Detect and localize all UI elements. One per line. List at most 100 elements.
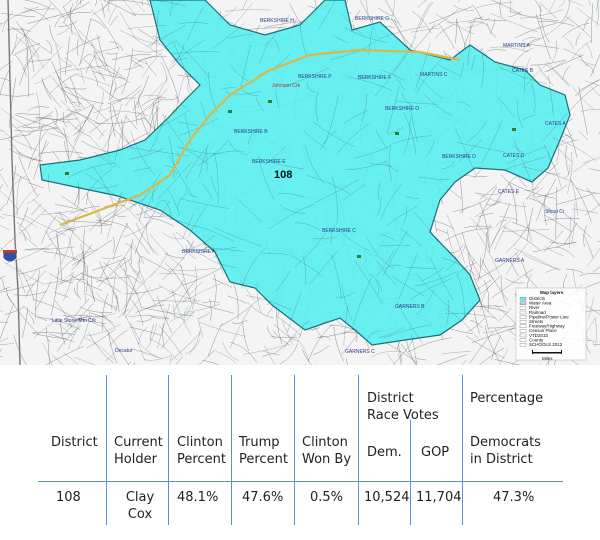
street-line: [275, 89, 280, 108]
street-line: [113, 213, 126, 217]
street-line: [171, 289, 192, 336]
header-clinton-won-by-line1: Clinton: [302, 435, 348, 450]
street-line: [183, 305, 189, 322]
district-108-shape[interactable]: [39, 0, 571, 346]
street-line: [45, 278, 87, 285]
street-line: [135, 88, 168, 118]
street-line: [148, 82, 164, 99]
street-line: [89, 136, 111, 158]
street-line: [467, 21, 472, 67]
street-line: [69, 75, 81, 108]
street-line: [380, 183, 403, 221]
street-line: [594, 317, 597, 347]
street-line: [463, 244, 495, 280]
street-line: [58, 65, 108, 73]
street-line: [271, 336, 298, 339]
street-line: [546, 60, 571, 86]
street-line: [311, 320, 328, 332]
street-line: [0, 356, 3, 358]
street-line: [185, 244, 196, 259]
street-line: [487, 49, 507, 51]
street-line: [167, 188, 181, 216]
street-line: [233, 3, 253, 26]
column-divider: [410, 420, 411, 525]
street-line: [273, 323, 299, 342]
street-line: [80, 69, 85, 84]
street-line: [125, 53, 147, 65]
street-line: [142, 204, 165, 216]
street-line: [185, 234, 216, 252]
street-line: [563, 48, 582, 58]
street-line: [133, 362, 135, 365]
street-line: [48, 0, 66, 20]
street-line: [557, 139, 580, 147]
street-line: [93, 167, 114, 204]
street-line: [175, 94, 187, 108]
street-line: [83, 59, 106, 80]
street-line: [502, 156, 546, 171]
street-line: [365, 0, 369, 20]
street-line: [466, 17, 490, 29]
street-line: [165, 263, 189, 295]
street-line: [477, 257, 482, 282]
street-line: [243, 344, 287, 355]
street-line: [57, 25, 73, 36]
street-line: [505, 222, 531, 253]
street-line: [8, 77, 17, 128]
street-line: [32, 299, 76, 319]
area-labels: BERKSHIRE P BERKSHIRE F BERKSHIRE E BERK…: [182, 16, 566, 355]
street-line: [124, 115, 138, 130]
street-line: [79, 306, 113, 313]
street-line: [583, 16, 591, 31]
street-line: [78, 29, 106, 60]
street-line: [428, 6, 473, 25]
street-line: [506, 242, 529, 275]
street-line: [22, 305, 48, 322]
street-line: [158, 325, 183, 356]
street-line: [4, 306, 25, 315]
street-line: [149, 114, 167, 151]
street-line: [41, 77, 52, 100]
street-line: [15, 54, 27, 77]
street-line: [393, 338, 414, 365]
street-line: [456, 262, 477, 276]
street-line: [177, 43, 210, 78]
street-line: [168, 279, 184, 295]
street-line: [173, 42, 189, 81]
street-line: [26, 48, 29, 98]
street-line: [198, 143, 209, 178]
street-line: [479, 347, 505, 365]
street-line: [225, 91, 261, 95]
street-line: [369, 163, 393, 167]
header-pct-democrats: Democrats in District: [470, 434, 541, 468]
street-line: [142, 307, 194, 317]
street-line: [198, 312, 210, 320]
street-line: [156, 304, 170, 349]
street-line: [501, 229, 550, 233]
street-line: [565, 268, 584, 274]
street-line: [86, 328, 116, 349]
street-line: [479, 202, 490, 253]
street-line: [482, 324, 508, 334]
street-line: [274, 334, 297, 354]
street-line: [169, 355, 172, 365]
street-line: [353, 145, 391, 159]
legend-item: Streets: [529, 319, 544, 324]
street-line: [93, 151, 116, 169]
street-line: [127, 259, 139, 276]
street-line: [73, 124, 82, 136]
street-line: [181, 246, 209, 252]
street-line: [522, 114, 536, 120]
street-line: [471, 4, 482, 21]
street-line: [132, 75, 149, 112]
street-line: [509, 0, 511, 13]
street-line: [84, 172, 123, 203]
street-line: [549, 0, 556, 12]
street-line: [184, 301, 194, 318]
street-line: [307, 82, 316, 94]
street-line: [407, 337, 453, 353]
street-line: [23, 58, 31, 71]
street-line: [63, 0, 72, 8]
street-line: [440, 161, 455, 170]
street-line: [411, 10, 432, 34]
